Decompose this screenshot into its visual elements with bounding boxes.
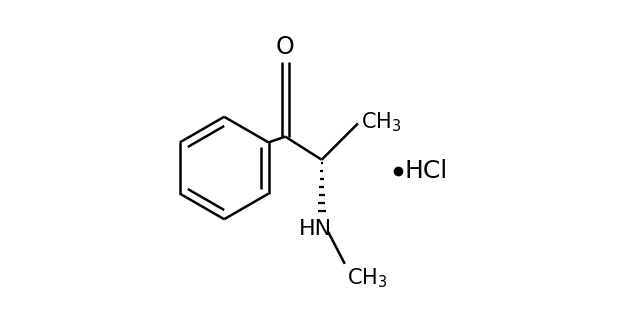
Text: HCl: HCl	[404, 159, 447, 183]
Text: O: O	[276, 35, 294, 59]
Text: HN: HN	[298, 219, 332, 239]
Text: CH$_3$: CH$_3$	[361, 110, 401, 133]
Text: CH$_3$: CH$_3$	[348, 266, 388, 290]
